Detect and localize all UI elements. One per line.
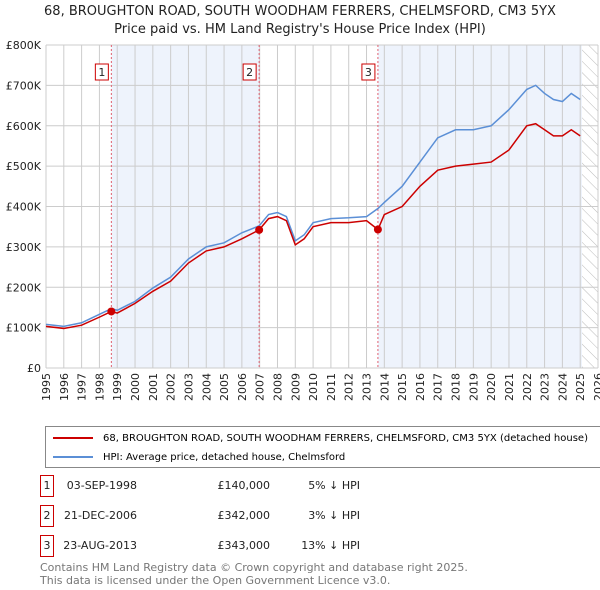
x-tick-label: 1998 (93, 373, 106, 401)
sale-date: 23-AUG-2013 (63, 539, 137, 552)
x-tick-label: 2000 (129, 373, 142, 401)
x-tick-label: 2001 (147, 373, 160, 401)
sale-number: 1 (40, 475, 54, 497)
x-tick-label: 2019 (467, 373, 480, 401)
x-tick-label: 2013 (361, 373, 374, 401)
sale-label: 3 (365, 66, 372, 79)
sale-point (255, 225, 264, 234)
sale-hpi-diff: 3% ↓ HPI (308, 509, 360, 522)
sale-number: 3 (40, 535, 54, 557)
sale-label: 2 (246, 66, 253, 79)
y-tick-label: £200K (6, 281, 42, 294)
sale-price: £140,000 (217, 479, 271, 492)
sale-label-box (94, 63, 109, 81)
y-tick-label: £700K (6, 79, 42, 92)
x-tick-label: 2020 (485, 373, 498, 401)
sale-date: 03-SEP-1998 (66, 479, 137, 492)
x-tick-label: 2006 (236, 373, 249, 401)
sale-hpi-diff: 5% ↓ HPI (308, 479, 360, 492)
price-chart: 1995 1996 1997 1998 1999 2000 2001 2002 2003 2004… (6, 39, 600, 401)
x-tick-label: 2024 (556, 373, 569, 401)
x-tick-label: 2015 (396, 373, 409, 401)
x-tick-label: 2017 (432, 373, 445, 401)
legend-item-property: 68, BROUGHTON ROAD, SOUTH WOODHAM FERRER… (46, 430, 588, 446)
x-tick-label: 2012 (343, 373, 356, 401)
x-tick-label: 2002 (165, 373, 178, 401)
x-tick-label: 1996 (58, 373, 71, 401)
chart-title: 68, BROUGHTON ROAD, SOUTH WOODHAM FERRER… (44, 4, 556, 19)
sale-row: 2 21-DEC-2006 £342,000 3% ↓ HPI (40, 505, 540, 527)
sale-price: £342,000 (217, 509, 271, 522)
y-tick-label: £100K (6, 322, 42, 335)
y-tick-label: £400K (6, 201, 42, 214)
y-tick-label: £0 (27, 362, 41, 375)
x-tick-label: 2023 (539, 373, 552, 401)
sale-point (107, 307, 116, 316)
x-tick-label: 1999 (111, 373, 124, 401)
x-tick-label: 2026 (592, 373, 600, 401)
property-price-line (45, 122, 581, 330)
x-tick-label: 2025 (574, 373, 587, 401)
sale-price: £343,000 (217, 539, 271, 552)
legend-item-hpi: HPI: Average price, detached house, Chel… (46, 449, 345, 465)
sale-label: 1 (98, 66, 105, 79)
y-tick-label: £500K (6, 160, 42, 173)
sale-label-box (361, 63, 376, 81)
sale-hpi-diff: 13% ↓ HPI (301, 539, 360, 552)
hpi-line (45, 84, 581, 328)
sale-row: 3 23-AUG-2013 £343,000 13% ↓ HPI (40, 535, 540, 557)
sale-point (373, 225, 382, 234)
legend: 68, BROUGHTON ROAD, SOUTH WOODHAM FERRER… (45, 426, 600, 468)
legend-label: 68, BROUGHTON ROAD, SOUTH WOODHAM FERRER… (103, 432, 588, 444)
x-tick-label: 2008 (271, 373, 284, 401)
x-tick-label: 2004 (200, 373, 213, 401)
chart-subtitle: Price paid vs. HM Land Registry's House … (114, 22, 486, 37)
x-tick-label: 2021 (503, 373, 516, 401)
footer-licence: This data is licensed under the Open Gov… (40, 574, 391, 587)
x-tick-label: 2016 (414, 373, 427, 401)
x-tick-label: 2010 (307, 373, 320, 401)
x-tick-label: 2018 (450, 373, 463, 401)
y-tick-label: £600K (6, 120, 42, 133)
sale-label-box (242, 63, 257, 81)
x-tick-label: 2005 (218, 373, 231, 401)
x-tick-label: 2011 (325, 373, 338, 401)
sale-number: 2 (40, 505, 54, 527)
sale-date: 21-DEC-2006 (63, 509, 137, 522)
x-tick-label: 2022 (521, 373, 534, 401)
x-tick-label: 1995 (40, 373, 53, 401)
x-tick-label: 2009 (289, 373, 302, 401)
x-tick-label: 1997 (76, 373, 89, 401)
y-tick-label: £300K (6, 241, 42, 254)
x-tick-label: 2014 (378, 373, 391, 401)
x-tick-label: 2003 (182, 373, 195, 401)
legend-swatch-blue (53, 456, 93, 458)
x-tick-label: 2007 (254, 373, 267, 401)
legend-swatch-red (53, 437, 93, 439)
legend-label: HPI: Average price, detached house, Chel… (103, 451, 346, 463)
footer-copyright: Contains HM Land Registry data © Crown c… (40, 561, 468, 574)
sale-row: 1 03-SEP-1998 £140,000 5% ↓ HPI (40, 475, 540, 497)
y-tick-label: £800K (6, 39, 42, 52)
